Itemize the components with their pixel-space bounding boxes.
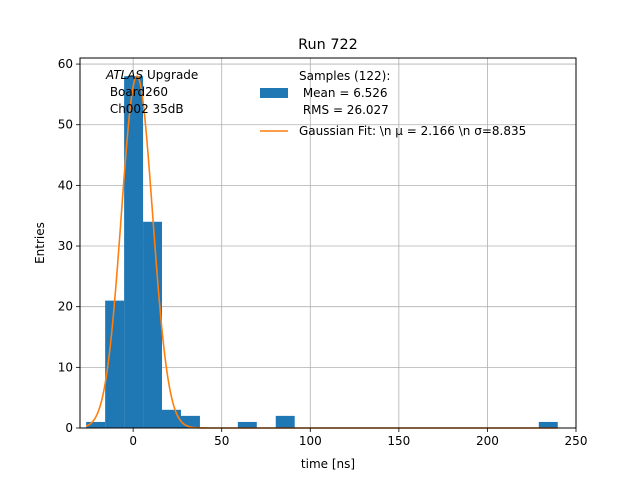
legend-histogram-swatch [260, 88, 288, 98]
annotation-line-2: Board260 [106, 85, 168, 99]
y-axis-label: Entries [33, 222, 47, 264]
y-tick-label: 60 [58, 57, 73, 71]
atlas-annotation: ATLAS Upgrade Board260 Ch002 35dB [105, 68, 198, 116]
y-tick-label: 50 [58, 118, 73, 132]
legend-histogram-line-1: Samples (122): [299, 69, 390, 83]
x-tick-label: 50 [214, 434, 229, 448]
annotation-line-3: Ch002 35dB [106, 102, 184, 116]
histogram-bar [124, 76, 144, 429]
y-tick-label: 30 [58, 239, 73, 253]
axes-frame [79, 57, 577, 429]
annotation-atlas: ATLAS [105, 68, 144, 82]
x-axis-label: time [ns] [301, 457, 355, 471]
legend-histogram-line-3: RMS = 26.027 [299, 103, 389, 117]
histogram-bar [275, 415, 295, 428]
chart-title: Run 722 [298, 37, 358, 53]
histogram-bar [105, 300, 125, 428]
histogram-bar [86, 421, 106, 428]
x-tick-label: 0 [129, 434, 137, 448]
y-tick-label: 40 [58, 178, 73, 192]
x-tick-label: 100 [299, 434, 322, 448]
histogram-bar [143, 221, 163, 428]
x-axis-ticks: 0 50 100 150 200 250 [129, 428, 587, 448]
y-tick-label: 10 [58, 360, 73, 374]
legend-fit-label: Gaussian Fit: \n μ = 2.166 \n σ=8.835 [299, 124, 526, 138]
plot-area [79, 57, 577, 429]
grid-lines [80, 58, 577, 429]
y-tick-label: 20 [58, 300, 73, 314]
annotation-upgrade: Upgrade [143, 68, 198, 82]
legend-histogram-line-2: Mean = 6.526 [299, 86, 388, 100]
x-tick-label: 200 [476, 434, 499, 448]
y-tick-label: 0 [65, 421, 73, 435]
y-axis-ticks: 0 10 20 30 40 50 60 [58, 57, 80, 435]
legend: Samples (122): Mean = 6.526 RMS = 26.027… [260, 69, 526, 138]
annotation-line-1: ATLAS Upgrade [105, 68, 198, 82]
histogram-bars [86, 76, 558, 429]
x-tick-label: 250 [565, 434, 588, 448]
histogram-bar [237, 421, 257, 428]
histogram-bar [162, 409, 181, 428]
x-tick-label: 150 [387, 434, 410, 448]
histogram-bar [538, 421, 558, 428]
